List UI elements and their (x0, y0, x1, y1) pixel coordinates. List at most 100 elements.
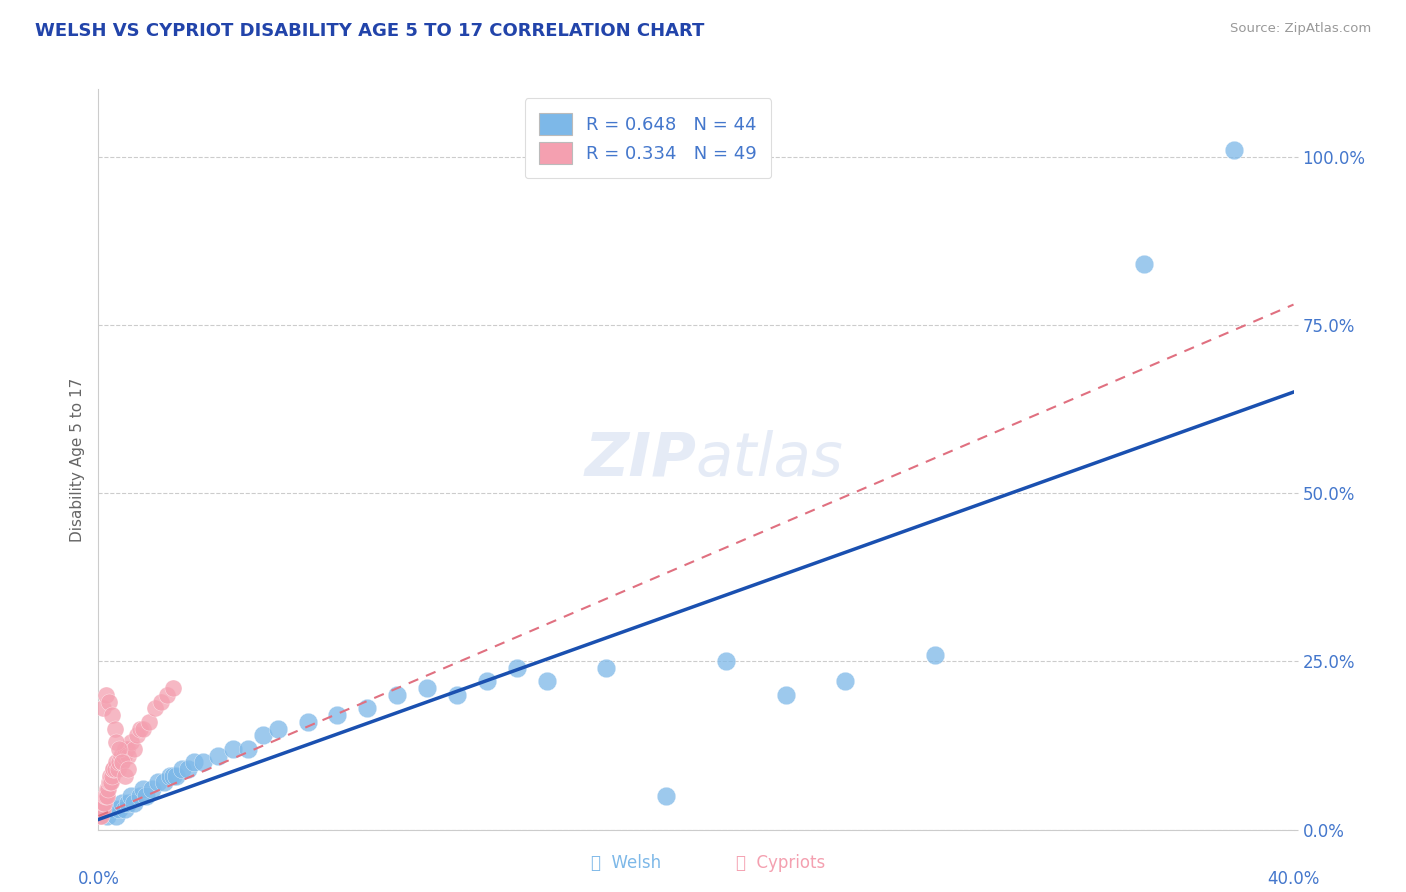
Point (1223, 143, 1246, 157)
Point (105, 809, 128, 823)
Point (100, 775, 122, 789)
Point (104, 722, 127, 736)
Point (93, 796, 115, 810)
Text: ZIP: ZIP (583, 430, 696, 489)
Point (156, 688, 179, 702)
Point (297, 714, 319, 729)
Point (117, 762, 139, 776)
Point (124, 796, 146, 810)
Point (117, 748, 139, 763)
Text: 40.0%: 40.0% (1267, 870, 1320, 888)
Point (104, 762, 127, 776)
Text: 0.0%: 0.0% (77, 870, 120, 888)
Point (108, 741, 131, 756)
Point (1133, 257, 1156, 271)
Point (536, 674, 558, 689)
Point (148, 775, 170, 789)
Point (108, 756, 131, 770)
Point (110, 748, 132, 763)
Point (834, 674, 856, 689)
Point (97, 775, 120, 789)
Point (138, 714, 160, 729)
Point (655, 789, 678, 803)
Point (96, 782, 118, 797)
Point (924, 648, 946, 662)
Point (236, 741, 259, 756)
Point (191, 756, 214, 770)
Point (143, 701, 166, 715)
Point (91, 802, 114, 816)
Point (111, 756, 134, 770)
Text: WELSH VS CYPRIOT DISABILITY AGE 5 TO 17 CORRELATION CHART: WELSH VS CYPRIOT DISABILITY AGE 5 TO 17 … (35, 22, 704, 40)
Text: ⬛  Cypriots: ⬛ Cypriots (735, 855, 825, 872)
Point (714, 654, 737, 668)
Point (91, 701, 114, 715)
Point (112, 748, 135, 763)
Point (114, 802, 136, 816)
Point (101, 708, 124, 723)
Point (90, 802, 112, 816)
Point (105, 756, 128, 770)
Point (115, 741, 138, 756)
Point (153, 775, 176, 789)
Point (141, 782, 163, 797)
Point (120, 735, 142, 749)
Point (91, 802, 114, 816)
Text: ⬛  Welsh: ⬛ Welsh (591, 855, 661, 872)
Point (129, 722, 152, 736)
Point (105, 735, 128, 749)
Point (252, 728, 274, 742)
Point (326, 708, 349, 723)
Point (114, 741, 136, 756)
Point (595, 661, 617, 675)
Point (162, 769, 184, 783)
Point (98, 769, 122, 783)
Point (94, 789, 117, 803)
Point (111, 796, 134, 810)
Point (775, 688, 797, 702)
Point (120, 789, 142, 803)
Point (172, 762, 194, 776)
Point (101, 762, 124, 776)
Point (93, 796, 115, 810)
Point (127, 728, 149, 742)
Point (114, 769, 136, 783)
Text: atlas: atlas (696, 430, 844, 489)
Point (103, 802, 125, 816)
Point (97, 782, 120, 797)
Point (132, 782, 155, 797)
Point (222, 741, 245, 756)
Point (356, 701, 378, 715)
Point (129, 789, 152, 803)
Point (506, 661, 529, 675)
Point (135, 789, 157, 803)
Point (165, 769, 187, 783)
Point (267, 722, 290, 736)
Point (159, 769, 181, 783)
Point (177, 762, 200, 776)
Point (94, 789, 117, 803)
Point (446, 688, 468, 702)
Text: Source: ZipAtlas.com: Source: ZipAtlas.com (1230, 22, 1371, 36)
Point (98, 775, 121, 789)
Point (416, 681, 439, 696)
Point (124, 741, 146, 756)
Point (150, 695, 173, 709)
Point (475, 674, 498, 689)
Legend: R = 0.648   N = 44, R = 0.334   N = 49: R = 0.648 N = 44, R = 0.334 N = 49 (524, 98, 772, 178)
Point (108, 802, 131, 816)
Point (162, 681, 184, 696)
Point (132, 722, 155, 736)
Point (103, 762, 125, 776)
Point (96, 809, 118, 823)
Point (111, 756, 134, 770)
Point (207, 748, 229, 763)
Point (94, 688, 117, 702)
Point (183, 756, 205, 770)
Point (101, 769, 124, 783)
Y-axis label: Disability Age 5 to 17: Disability Age 5 to 17 (69, 377, 84, 541)
Point (89, 809, 111, 823)
Point (96, 789, 118, 803)
Point (97, 695, 120, 709)
Point (107, 762, 129, 776)
